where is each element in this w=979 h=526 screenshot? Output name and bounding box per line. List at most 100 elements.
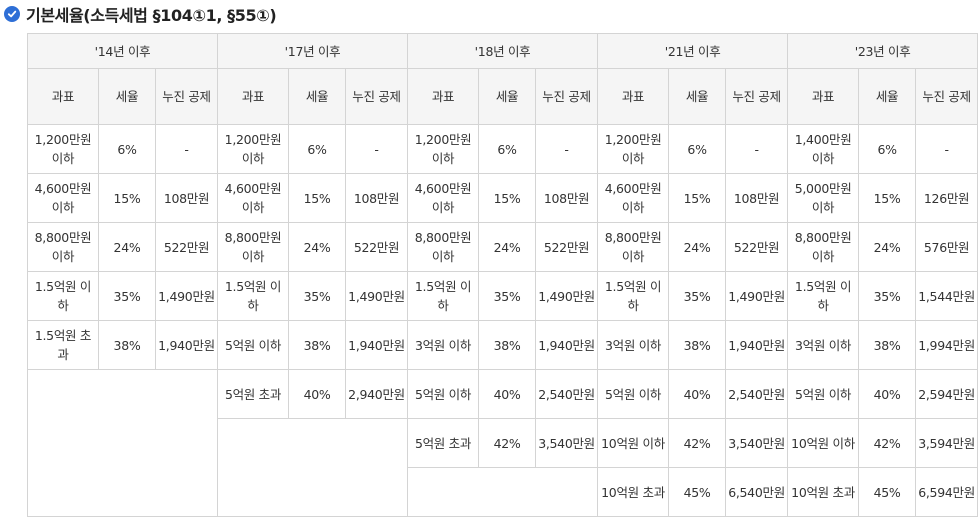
tax-table-body: '14년 이후 '17년 이후 '18년 이후 '21년 이후 '23년 이후 과표 세율 누… — [26, 33, 979, 517]
cell-deduction: 108만원 — [154, 173, 219, 223]
cell-base: 1,200만원 이하 — [27, 124, 99, 174]
cell-rate: 40% — [478, 369, 537, 419]
period-header: '14년 이후 — [26, 33, 219, 69]
column-header-base: 과표 — [27, 68, 99, 125]
cell-base: 8,800만원 이하 — [27, 222, 99, 272]
cell-rate: 24% — [668, 222, 727, 272]
cell-base: 5억원 초과 — [217, 369, 290, 419]
cell-rate: 40% — [288, 369, 347, 419]
table-row: 10억원 초과 45% 6,540만원 10억원 초과 45% 6,594만원 — [28, 467, 979, 517]
table-row: 5억원 초과 42% 3,540만원 10억원 이하 42% 3,540만원 10억원 이하… — [28, 418, 979, 517]
cell-rate: 6% — [858, 124, 917, 174]
cell-base: 5억원 초과 — [407, 418, 480, 468]
table-row: 5억원 초과 40% 2,940만원 5억원 이하 40% 2,540만원 5억원 이하 40… — [26, 369, 979, 517]
cell-rate: 38% — [668, 320, 727, 370]
cell-base: 1.5억원 이하 — [407, 271, 480, 321]
column-header-deduction: 누진 공제 — [345, 68, 409, 125]
cell-rate: 15% — [858, 173, 917, 223]
cell-deduction: 2,594만원 — [915, 369, 979, 419]
period-header: '23년 이후 — [787, 33, 979, 69]
cell-base: 8,800만원 이하 — [217, 222, 290, 272]
cell-base: 3억원 이하 — [407, 320, 480, 370]
cell-base: 3억원 이하 — [787, 320, 860, 370]
table-row: 8,800만원 이하 24% 522만원 8,800만원 이하 24% 522만원 8,80… — [27, 222, 979, 272]
cell-deduction: 3,594만원 — [915, 418, 979, 468]
cell-deduction: 6,594만원 — [915, 467, 979, 517]
cell-deduction: 2,940만원 — [345, 369, 409, 419]
column-header-base: 과표 — [787, 68, 860, 125]
cell-rate: 38% — [478, 320, 537, 370]
column-header-rate: 세율 — [98, 68, 156, 125]
period-header: '18년 이후 — [407, 33, 599, 69]
column-header-base: 과표 — [407, 68, 480, 125]
cell-rate: 45% — [668, 467, 727, 517]
column-header-base: 과표 — [217, 68, 290, 125]
period-header: '21년 이후 — [597, 33, 789, 69]
cell-base: 1,200만원 이하 — [597, 124, 670, 174]
cell-base: 10억원 이하 — [787, 418, 860, 468]
cell-base: 5억원 이하 — [407, 369, 480, 419]
cell-base: 8,800만원 이하 — [407, 222, 480, 272]
cell-rate: 24% — [288, 222, 347, 272]
table-row: 1.5억원 초과 38% 1,940만원 5억원 이하 38% 1,940만원 3억원 이하… — [27, 320, 979, 370]
column-header-deduction: 누진 공제 — [915, 68, 979, 125]
cell-rate: 6% — [288, 124, 347, 174]
table-row: 4,600만원 이하 15% 108만원 4,600만원 이하 15% 108만원 4,60… — [27, 173, 979, 223]
cell-base: 8,800만원 이하 — [597, 222, 670, 272]
cell-rate: 45% — [858, 467, 917, 517]
cell-rate: 40% — [858, 369, 917, 419]
cell-base: 1.5억원 초과 — [27, 320, 99, 370]
cell-base: 5억원 이하 — [787, 369, 860, 419]
column-header-deduction: 누진 공제 — [725, 68, 789, 125]
cell-deduction: - — [915, 124, 979, 174]
cell-deduction: - — [345, 124, 409, 174]
cell-deduction: 2,540만원 — [535, 369, 599, 419]
cell-deduction: 6,540만원 — [725, 467, 789, 517]
period-header-row: '14년 이후 '17년 이후 '18년 이후 '21년 이후 '23년 이후 — [26, 33, 979, 69]
empty-cell — [407, 467, 599, 517]
cell-deduction: 108만원 — [345, 173, 409, 223]
cell-base: 3억원 이하 — [597, 320, 670, 370]
cell-base: 5억원 이하 — [597, 369, 670, 419]
table-row: 1,200만원 이하 6% -1,200만원 이하 6% -1,200만원 이하 6% -1… — [27, 124, 979, 174]
cell-base: 4,600만원 이하 — [27, 173, 99, 223]
cell-base: 10억원 초과 — [597, 467, 670, 517]
cell-deduction: 1,490만원 — [345, 271, 409, 321]
cell-rate: 24% — [98, 222, 156, 272]
cell-base: 1,200만원 이하 — [217, 124, 290, 174]
check-circle-icon — [4, 6, 20, 22]
cell-deduction: 1,940만원 — [345, 320, 409, 370]
section-heading: 기본세율(소득세법 §104①1, §55①) — [4, 2, 277, 26]
cell-rate: 42% — [478, 418, 537, 468]
cell-rate: 24% — [858, 222, 917, 272]
cell-rate: 35% — [288, 271, 347, 321]
cell-deduction: 2,540만원 — [725, 369, 789, 419]
cell-rate: 6% — [478, 124, 537, 174]
section-title: 기본세율(소득세법 §104①1, §55①) — [26, 6, 277, 25]
cell-rate: 15% — [288, 173, 347, 223]
empty-cell — [26, 369, 219, 517]
column-header-rate: 세율 — [478, 68, 537, 125]
column-header-base: 과표 — [597, 68, 670, 125]
cell-deduction: 108만원 — [725, 173, 789, 223]
cell-deduction: 522만원 — [345, 222, 409, 272]
cell-deduction: 522만원 — [154, 222, 219, 272]
cell-deduction: 1,490만원 — [535, 271, 599, 321]
cell-deduction: - — [535, 124, 599, 174]
cell-rate: 15% — [668, 173, 727, 223]
cell-rate: 15% — [98, 173, 156, 223]
cell-deduction: - — [154, 124, 219, 174]
cell-deduction: 576만원 — [915, 222, 979, 272]
cell-base: 4,600만원 이하 — [597, 173, 670, 223]
cell-rate: 35% — [668, 271, 727, 321]
cell-deduction: 126만원 — [915, 173, 979, 223]
cell-rate: 42% — [858, 418, 917, 468]
cell-rate: 38% — [288, 320, 347, 370]
cell-rate: 6% — [98, 124, 156, 174]
cell-deduction: 1,940만원 — [154, 320, 219, 370]
cell-base: 1.5억원 이하 — [597, 271, 670, 321]
cell-rate: 38% — [98, 320, 156, 370]
cell-rate: 35% — [98, 271, 156, 321]
cell-deduction: - — [725, 124, 789, 174]
cell-deduction: 1,544만원 — [915, 271, 979, 321]
